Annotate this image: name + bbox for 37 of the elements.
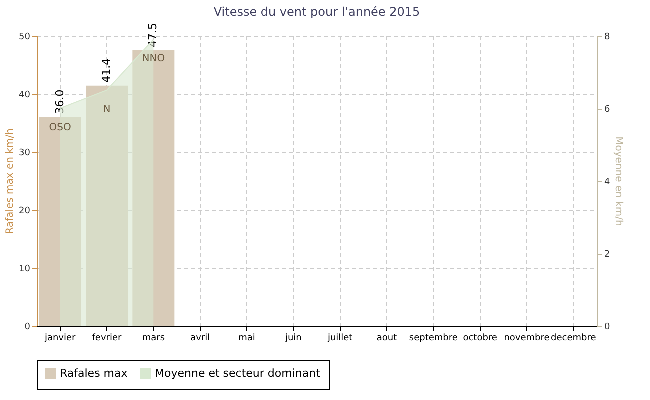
annotation: NNO bbox=[142, 54, 166, 65]
y-tick-label: 30 bbox=[19, 148, 31, 158]
x-tick-label: novembre bbox=[504, 334, 550, 344]
data-label: 41.4 bbox=[100, 58, 113, 83]
bar bbox=[86, 86, 128, 326]
x-tick-label: juin bbox=[284, 334, 302, 344]
y2-tick-label: 2 bbox=[604, 250, 610, 260]
y-tick-label: 10 bbox=[19, 264, 31, 274]
y2-tick-label: 0 bbox=[604, 322, 610, 332]
x-tick-label: septembre bbox=[409, 334, 458, 344]
x-tick-label: decembre bbox=[551, 334, 597, 344]
x-tick-label: octobre bbox=[463, 334, 498, 344]
chart-title: Vitesse du vent pour l'année 2015 bbox=[214, 5, 420, 20]
y2-tick-label: 4 bbox=[604, 178, 610, 188]
bar bbox=[39, 117, 82, 326]
y-axis-title: Rafales max en km/h bbox=[5, 128, 16, 234]
y2-tick-label: 6 bbox=[604, 105, 610, 115]
legend-label: Rafales max bbox=[60, 366, 128, 380]
y-tick-label: 50 bbox=[19, 32, 31, 42]
bar bbox=[132, 50, 175, 326]
y-tick-label: 40 bbox=[19, 90, 31, 100]
x-tick-label: mars bbox=[142, 334, 166, 344]
x-tick-label: fevrier bbox=[92, 334, 122, 344]
x-tick-label: avril bbox=[190, 334, 210, 344]
x-tick-label: juillet bbox=[326, 334, 354, 344]
y-tick-label: 20 bbox=[19, 206, 31, 216]
data-label: 36.0 bbox=[53, 90, 66, 114]
annotation: N bbox=[103, 104, 111, 116]
legend-label: Moyenne et secteur dominant bbox=[155, 366, 322, 380]
y2-tick-label: 8 bbox=[604, 32, 610, 42]
x-tick-label: mai bbox=[238, 334, 256, 344]
y-tick-label: 0 bbox=[24, 322, 31, 332]
x-tick-label: aout bbox=[376, 334, 398, 344]
y2-axis-title: Moyenne en km/h bbox=[613, 136, 624, 226]
data-label: 47.5 bbox=[146, 23, 160, 48]
x-tick-label: janvier bbox=[44, 334, 76, 344]
annotation: OSO bbox=[49, 122, 72, 134]
